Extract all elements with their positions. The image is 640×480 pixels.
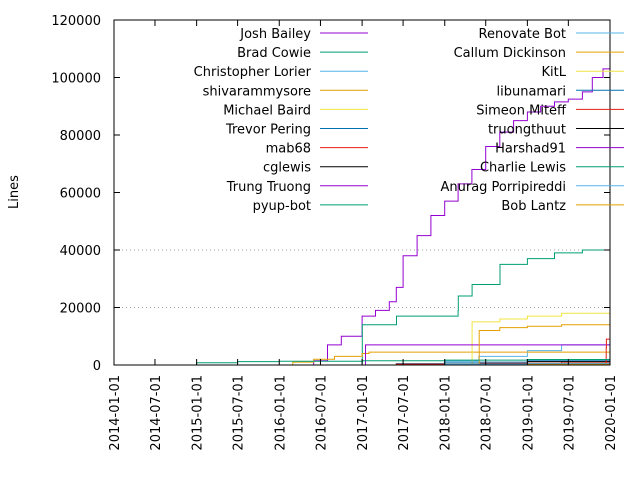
y-tick-label: 20000 bbox=[60, 302, 101, 317]
legend-label: Harshad91 bbox=[495, 142, 566, 157]
legend-label: Michael Baird bbox=[223, 103, 311, 118]
legend-label: Callum Dickinson bbox=[454, 46, 566, 61]
legend-label: pyup-bot bbox=[253, 199, 311, 214]
axis-ticks: 0 20000 40000 60000 80000 100000 120000 2014-01… bbox=[51, 14, 619, 451]
y-tick-label: 100000 bbox=[51, 72, 101, 87]
legend-label: Charlie Lewis bbox=[480, 161, 566, 176]
series-line-1 bbox=[114, 244, 611, 366]
legend-label: Anurag Porripireddi bbox=[440, 180, 566, 195]
x-tick-label: 2020-01-01 bbox=[604, 375, 619, 451]
legend-label: Trevor Pering bbox=[225, 123, 311, 138]
x-tick-label: 2015-07-01 bbox=[232, 375, 247, 451]
y-tick-label: 120000 bbox=[51, 14, 101, 29]
legend-label: mab68 bbox=[266, 142, 311, 157]
legend-label: Josh Bailey bbox=[239, 27, 311, 42]
x-tick-label: 2016-01-01 bbox=[273, 375, 288, 451]
x-tick-label: 2019-07-01 bbox=[562, 375, 577, 451]
legend-label: libunamari bbox=[496, 84, 566, 99]
legend-label: Simeon Miteff bbox=[476, 103, 567, 118]
x-tick-label: 2017-01-01 bbox=[356, 375, 371, 451]
y-tick-label: 40000 bbox=[60, 244, 101, 259]
x-tick-label: 2016-07-01 bbox=[314, 375, 329, 451]
legend: Josh Bailey Brad Cowie Christopher Lorier s… bbox=[194, 27, 624, 214]
y-axis-label: Lines bbox=[7, 175, 22, 209]
grid-lines bbox=[114, 249, 610, 308]
y-tick-label: 60000 bbox=[60, 187, 101, 202]
x-tick-label: 2019-01-01 bbox=[521, 375, 536, 451]
legend-label: truongthuut bbox=[488, 123, 566, 138]
legend-label: shivarammysore bbox=[203, 84, 311, 99]
y-tick-label: 80000 bbox=[60, 129, 101, 144]
legend-label: KitL bbox=[542, 65, 567, 80]
x-tick-label: 2014-01-01 bbox=[108, 375, 123, 451]
legend-label: Christopher Lorier bbox=[194, 65, 312, 80]
legend-label: Bob Lantz bbox=[501, 199, 566, 214]
y-tick-label: 0 bbox=[93, 359, 101, 374]
legend-label: Trung Truong bbox=[226, 180, 311, 195]
legend-label: Brad Cowie bbox=[237, 46, 311, 61]
x-tick-label: 2017-07-01 bbox=[397, 375, 412, 451]
x-tick-label: 2014-07-01 bbox=[149, 375, 164, 451]
legend-label: cglewis bbox=[263, 161, 311, 176]
x-tick-label: 2015-01-01 bbox=[191, 375, 206, 451]
x-tick-label: 2018-07-01 bbox=[480, 375, 495, 451]
legend-label: Renovate Bot bbox=[479, 27, 567, 42]
x-tick-label: 2018-01-01 bbox=[439, 375, 454, 451]
